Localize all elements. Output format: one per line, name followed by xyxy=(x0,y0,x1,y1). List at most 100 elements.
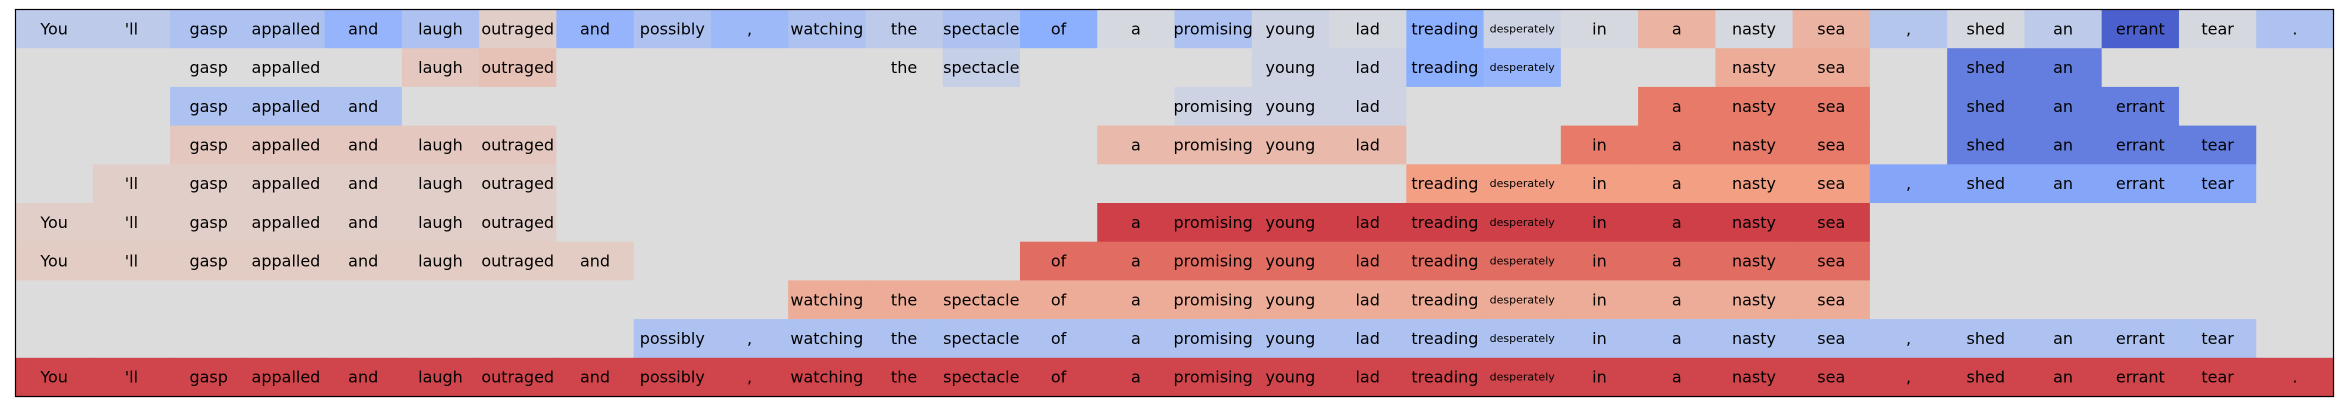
heatmap-cell-r6-c9 xyxy=(710,241,789,281)
heatmap-cell-r2-c0 xyxy=(15,86,94,127)
token-label-r4-c21: a xyxy=(1672,174,1682,193)
heatmap-cell-r1-c20 xyxy=(1560,48,1639,88)
token-label-r8-c19: desperately xyxy=(1490,332,1556,345)
token-label-r2-c16: young xyxy=(1266,97,1316,116)
heatmap-cell-r0-c11 xyxy=(865,9,944,49)
token-label-r7-c16: young xyxy=(1266,290,1316,309)
token-label-r0-c8: possibly xyxy=(640,19,705,38)
token-label-r8-c24: , xyxy=(1906,329,1911,348)
token-label-r8-c11: the xyxy=(891,329,917,348)
heatmap-cell-r3-c19 xyxy=(1483,125,1562,165)
heatmap-cell-r5-c21 xyxy=(1638,203,1716,243)
heatmap-cell-r8-c4 xyxy=(324,319,403,359)
heatmap-cell-r9-c27 xyxy=(2101,357,2180,398)
heatmap-cell-r8-c13 xyxy=(1019,319,1098,359)
heatmap-cell-r9-c2 xyxy=(170,357,248,398)
heatmap-cell-r5-c16 xyxy=(1251,203,1330,243)
token-label-r5-c19: desperately xyxy=(1490,216,1556,229)
heatmap-cell-r9-c24 xyxy=(1869,357,1948,398)
heatmap-cell-r6-c1 xyxy=(92,241,171,281)
heatmap-cell-r0-c20 xyxy=(1560,9,1639,49)
heatmap-cell-r9-c14 xyxy=(1097,357,1176,398)
heatmap-cell-r4-c6 xyxy=(479,164,557,204)
heatmap-cell-r8-c22 xyxy=(1715,319,1794,359)
heatmap-cell-r6-c23 xyxy=(1792,241,1871,281)
heatmap-cell-r3-c16 xyxy=(1251,125,1330,165)
heatmap-cell-r4-c21 xyxy=(1638,164,1716,204)
token-label-r8-c9: , xyxy=(747,329,752,348)
token-label-r9-c23: sea xyxy=(1817,368,1845,387)
token-label-r6-c2: gasp xyxy=(189,252,227,271)
heatmap-cell-r5-c27 xyxy=(2101,203,2180,243)
heatmap-cell-r1-c6 xyxy=(479,48,557,88)
token-label-r5-c20: in xyxy=(1592,213,1607,232)
heatmap-cell-r7-c7 xyxy=(556,280,635,320)
heatmap-cell-r9-c28 xyxy=(2178,357,2257,398)
token-label-r5-c22: nasty xyxy=(1732,213,1776,232)
token-label-r3-c6: outraged xyxy=(481,135,554,154)
token-label-r4-c28: tear xyxy=(2201,174,2234,193)
heatmap-cell-r1-c11 xyxy=(865,48,944,88)
heatmap-cell-r7-c17 xyxy=(1329,280,1407,320)
heatmap-cell-r5-c22 xyxy=(1715,203,1794,243)
heatmap-cell-r0-c4 xyxy=(324,9,403,49)
token-label-r2-c15: promising xyxy=(1173,97,1252,116)
heatmap-cell-r0-c28 xyxy=(2178,9,2257,49)
heatmap-cell-r3-c25 xyxy=(1947,125,2026,165)
heatmap-cell-r3-c2 xyxy=(170,125,248,165)
token-label-r9-c6: outraged xyxy=(481,368,554,387)
heatmap-cell-r9-c29 xyxy=(2256,357,2335,398)
token-label-r0-c23: sea xyxy=(1817,19,1845,38)
heatmap-cell-r6-c5 xyxy=(401,241,480,281)
heatmap-cell-r4-c0 xyxy=(15,164,94,204)
token-label-r9-c13: of xyxy=(1051,368,1067,387)
token-label-r1-c6: outraged xyxy=(481,58,554,77)
heatmap-cell-r3-c14 xyxy=(1097,125,1176,165)
token-label-r3-c25: shed xyxy=(1967,135,2005,154)
heatmap-cell-r3-c0 xyxy=(15,125,94,165)
token-label-r9-c0: You xyxy=(39,368,68,387)
heatmap-cell-r6-c14 xyxy=(1097,241,1176,281)
token-label-r6-c16: young xyxy=(1266,252,1316,271)
token-label-r5-c23: sea xyxy=(1817,213,1845,232)
token-label-r5-c16: young xyxy=(1266,213,1316,232)
heatmap-cell-r1-c25 xyxy=(1947,48,2026,88)
token-label-r6-c23: sea xyxy=(1817,252,1845,271)
heatmap-cell-r1-c18 xyxy=(1406,48,1485,88)
token-label-r4-c24: , xyxy=(1906,174,1911,193)
token-label-r8-c10: watching xyxy=(790,329,863,348)
heatmap-cell-r0-c2 xyxy=(170,9,248,49)
heatmap-cell-r4-c27 xyxy=(2101,164,2180,204)
heatmap-cell-r5-c25 xyxy=(1947,203,2026,243)
heatmap-cell-r2-c3 xyxy=(247,86,326,127)
heatmap-cell-r2-c18 xyxy=(1406,86,1485,127)
token-label-r0-c18: treading xyxy=(1411,19,1478,38)
heatmap-cell-r5-c28 xyxy=(2178,203,2257,243)
token-label-r8-c28: tear xyxy=(2201,329,2234,348)
token-label-r1-c23: sea xyxy=(1817,58,1845,77)
heatmap-cell-r7-c18 xyxy=(1406,280,1485,320)
heatmap-cell-r2-c25 xyxy=(1947,86,2026,127)
heatmap-cell-r7-c3 xyxy=(247,280,326,320)
token-label-r9-c24: , xyxy=(1906,368,1911,387)
heatmap-cell-r5-c11 xyxy=(865,203,944,243)
token-label-r3-c14: a xyxy=(1131,135,1141,154)
token-label-r4-c4: and xyxy=(348,174,378,193)
heatmap-cell-r0-c6 xyxy=(479,9,557,49)
token-label-r5-c14: a xyxy=(1131,213,1141,232)
token-label-r1-c25: shed xyxy=(1967,58,2005,77)
heatmap-cell-r0-c21 xyxy=(1638,9,1716,49)
token-label-r6-c19: desperately xyxy=(1490,255,1556,268)
heatmap-cell-r0-c5 xyxy=(401,9,480,49)
token-label-r4-c2: gasp xyxy=(189,174,227,193)
token-label-r8-c27: errant xyxy=(2116,329,2165,348)
heatmap-cell-r3-c6 xyxy=(479,125,557,165)
token-label-r9-c4: and xyxy=(348,368,378,387)
heatmap-cell-r2-c7 xyxy=(556,86,635,127)
heatmap-cell-r4-c29 xyxy=(2256,164,2335,204)
heatmap-cell-r9-c19 xyxy=(1483,357,1562,398)
heatmap-cell-r7-c14 xyxy=(1097,280,1176,320)
heatmap-cell-r0-c25 xyxy=(1947,9,2026,49)
heatmap-cell-r4-c14 xyxy=(1097,164,1176,204)
heatmap-cell-r3-c29 xyxy=(2256,125,2335,165)
